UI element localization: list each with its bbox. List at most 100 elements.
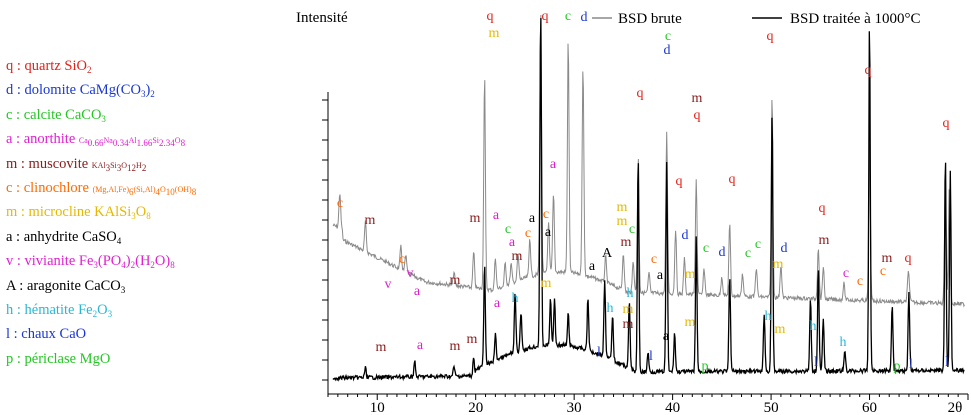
peak-annotation: q: [676, 174, 683, 189]
x-tick-label: 40: [665, 400, 680, 415]
peak-annotation: c: [665, 29, 671, 44]
peak-annotation: h: [765, 309, 772, 324]
peak-annotation: l: [909, 357, 913, 372]
peak-annotation: a: [529, 211, 536, 226]
peak-annotation: d: [664, 43, 671, 58]
peak-annotation: m: [775, 322, 786, 337]
legend-item: h : hématite Fe2O3: [6, 302, 113, 319]
peak-annotation: c: [703, 241, 709, 256]
peak-annotation: d: [781, 241, 788, 256]
peak-annotation: m: [512, 249, 523, 264]
peak-annotation: c: [565, 9, 571, 24]
peak-annotation: m: [623, 317, 634, 332]
peak-annotation: q: [694, 108, 701, 123]
peak-annotation: a: [545, 225, 552, 240]
peak-annotation: c: [543, 207, 549, 222]
legend-item: l : chaux CaO: [6, 326, 87, 343]
legend-item: m : microcline KAlSi3O8: [6, 204, 151, 222]
curves: [332, 14, 965, 382]
peak-annotation: c: [399, 252, 405, 267]
x-tick-label: 20: [468, 400, 483, 415]
peak-annotation: m: [692, 91, 703, 106]
peak-annotation: m: [617, 214, 628, 229]
peak-annotation: c: [651, 252, 657, 267]
series-line-bsd-traitee: [332, 17, 965, 382]
peak-annotation: m: [365, 213, 376, 228]
peak-annotation: q: [542, 9, 549, 24]
legend-item: m : muscovite KAl3Si3O12H2: [6, 155, 147, 173]
axes: 10 20 30 40 50 60 2θ: [322, 92, 969, 415]
peak-annotation: m: [621, 235, 632, 250]
x-axis-label: 2θ: [948, 400, 963, 415]
peak-annotation: c: [337, 196, 343, 211]
peak-annotation: a: [493, 208, 500, 223]
x-tick-label: 60: [862, 400, 877, 415]
legend-item: c : clinochlore (Mg,Al,Fe)6(Si,Al)4O10(O…: [6, 180, 197, 197]
peak-annotation: l: [945, 355, 949, 370]
peak-annotation: l: [597, 345, 601, 360]
legend-item: a : anhydrite CaSO4: [6, 228, 122, 246]
peak-annotation: c: [755, 237, 761, 252]
peak-annotation: A: [602, 246, 613, 261]
peak-annotation: a: [550, 157, 557, 172]
peak-annotation: q: [943, 116, 950, 131]
x-tick-label: 30: [567, 400, 582, 415]
legend-item: d : dolomite CaMg(CO3)2: [6, 82, 155, 100]
peak-annotation: v: [407, 266, 414, 281]
peak-annotation: d: [682, 228, 689, 243]
peak-annotation: m: [685, 315, 696, 330]
peak-annotation: a: [657, 268, 664, 283]
peak-annotation: m: [819, 233, 830, 248]
legend-item: q : quartz SiO2: [6, 58, 92, 75]
peak-annotation: m: [450, 273, 461, 288]
peak-annotation: a: [417, 338, 424, 353]
peak-annotation: h: [810, 319, 817, 334]
peak-annotation: m: [467, 332, 478, 347]
peak-annotation: q: [487, 9, 494, 24]
x-tick-label: 50: [764, 400, 779, 415]
peak-annotation: l: [814, 355, 818, 370]
peak-annotation: c: [843, 266, 849, 281]
peak-annotation: c: [857, 274, 863, 289]
peak-annotation: q: [905, 251, 912, 266]
peak-annotation: h: [627, 286, 634, 301]
series-legend-label: BSD traitée à 1000°C: [790, 11, 921, 27]
peak-annotation: c: [745, 246, 751, 261]
series-legend-label: BSD brute: [618, 11, 682, 27]
peak-annotation: m: [685, 267, 696, 282]
legend-item: A : aragonite CaCO3: [6, 277, 126, 295]
peak-annotation: m: [617, 200, 628, 215]
legend-item: a : anorthite Ca0.66Na0.34Al1.66Si2.34O8: [6, 131, 186, 149]
peak-annotation: c: [880, 264, 886, 279]
peak-annotation: c: [505, 222, 511, 237]
peak-annotation: a: [589, 259, 596, 274]
legend-item: p : périclase MgO: [6, 350, 111, 367]
peak-annotation: q: [767, 29, 774, 44]
series-legend: BSD brute BSD traitée à 1000°C: [592, 11, 921, 27]
peak-annotation: q: [729, 172, 736, 187]
peak-annotation: h: [512, 291, 519, 306]
peak-annotation: v: [385, 277, 392, 292]
peak-annotation: a: [663, 329, 670, 344]
peak-annotation: a: [414, 284, 421, 299]
peak-annotation: m: [623, 302, 634, 317]
peak-annotation: c: [525, 226, 531, 241]
peak-annotation: m: [541, 276, 552, 291]
peak-annotation: a: [494, 296, 501, 311]
peak-annotation: h: [840, 335, 847, 350]
peak-annotation: m: [882, 251, 893, 266]
peak-annotation: h: [607, 301, 614, 316]
peak-annotation: p: [702, 359, 709, 374]
peak-annotation: m: [376, 340, 387, 355]
peak-annotation: d: [719, 245, 726, 260]
peak-annotation: a: [509, 235, 516, 250]
legend-item: v : vivianite Fe3(PO4)2(H2O)8: [6, 253, 175, 271]
peak-annotation: d: [581, 10, 588, 25]
peak-annotation: m: [450, 339, 461, 354]
peak-annotation: q: [637, 86, 644, 101]
peak-annotation: q: [865, 63, 872, 78]
peak-annotation: m: [489, 26, 500, 41]
peak-annotation: q: [819, 201, 826, 216]
